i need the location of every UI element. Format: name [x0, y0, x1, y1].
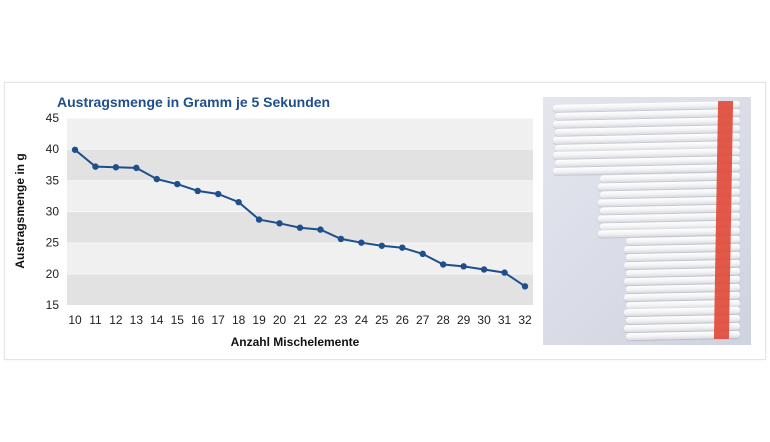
x-tick-label: 17 — [212, 313, 226, 327]
data-point — [337, 235, 345, 243]
x-tick-label: 23 — [334, 313, 348, 327]
data-point — [378, 242, 386, 249]
y-tick-label: 30 — [46, 205, 60, 219]
x-tick-label: 14 — [150, 313, 164, 327]
x-tick-label: 11 — [89, 313, 102, 327]
x-tick-label: 27 — [416, 313, 430, 327]
x-tick-label: 25 — [375, 313, 389, 327]
x-tick-label: 18 — [232, 313, 246, 327]
x-tick-label: 26 — [396, 313, 410, 327]
x-tick-label: 24 — [355, 313, 369, 327]
grid-band — [67, 118, 533, 150]
y-tick-label: 25 — [46, 236, 60, 250]
x-tick-label: 19 — [252, 313, 266, 327]
x-tick-label: 12 — [109, 313, 123, 327]
x-tick-label: 29 — [457, 313, 471, 327]
data-point — [480, 266, 488, 273]
x-tick-label: 20 — [273, 313, 287, 327]
x-axis-label: Anzahl Mischelemente — [231, 335, 360, 349]
data-point — [112, 164, 120, 171]
data-point — [174, 180, 181, 188]
data-point — [92, 163, 99, 170]
x-tick-label: 28 — [437, 313, 451, 327]
data-point — [296, 224, 304, 231]
x-tick-label: 10 — [68, 313, 82, 327]
y-tick-label: 15 — [46, 298, 60, 312]
data-point — [133, 164, 140, 172]
y-tick-label: 45 — [46, 111, 60, 125]
x-tick-label: 21 — [293, 313, 307, 327]
line-chart: Austragsmenge in Gramm je 5 Sekunden 15 2… — [13, 94, 533, 349]
data-point — [214, 190, 222, 198]
grid-band — [67, 242, 533, 274]
data-point — [358, 239, 365, 246]
data-point — [255, 216, 263, 223]
x-tick-label: 13 — [130, 313, 144, 327]
y-axis-label: Austragsmenge in g — [13, 153, 27, 268]
y-tick-label: 40 — [46, 142, 60, 156]
grid-band — [67, 180, 533, 212]
x-tick-label: 30 — [477, 313, 491, 327]
data-point — [521, 283, 529, 290]
x-tick-label: 15 — [171, 313, 185, 327]
data-point — [501, 269, 508, 276]
x-tick-label: 31 — [498, 313, 512, 327]
grid-band — [67, 273, 533, 305]
y-tick-label: 35 — [46, 173, 60, 187]
data-point — [153, 175, 161, 183]
data-point — [317, 226, 324, 233]
y-tick-label: 20 — [46, 267, 60, 281]
data-point — [419, 250, 426, 258]
x-tick-label: 32 — [518, 313, 532, 327]
data-point — [276, 220, 283, 227]
data-point — [235, 198, 242, 206]
x-tick-label: 22 — [314, 313, 328, 327]
data-point — [194, 187, 201, 195]
grid-band — [67, 149, 533, 181]
data-point — [399, 244, 406, 251]
data-point — [71, 146, 79, 153]
data-point — [460, 263, 467, 270]
chart-title: Austragsmenge in Gramm je 5 Sekunden — [57, 94, 330, 110]
x-tick-label: 16 — [191, 313, 205, 327]
data-point — [439, 261, 447, 268]
